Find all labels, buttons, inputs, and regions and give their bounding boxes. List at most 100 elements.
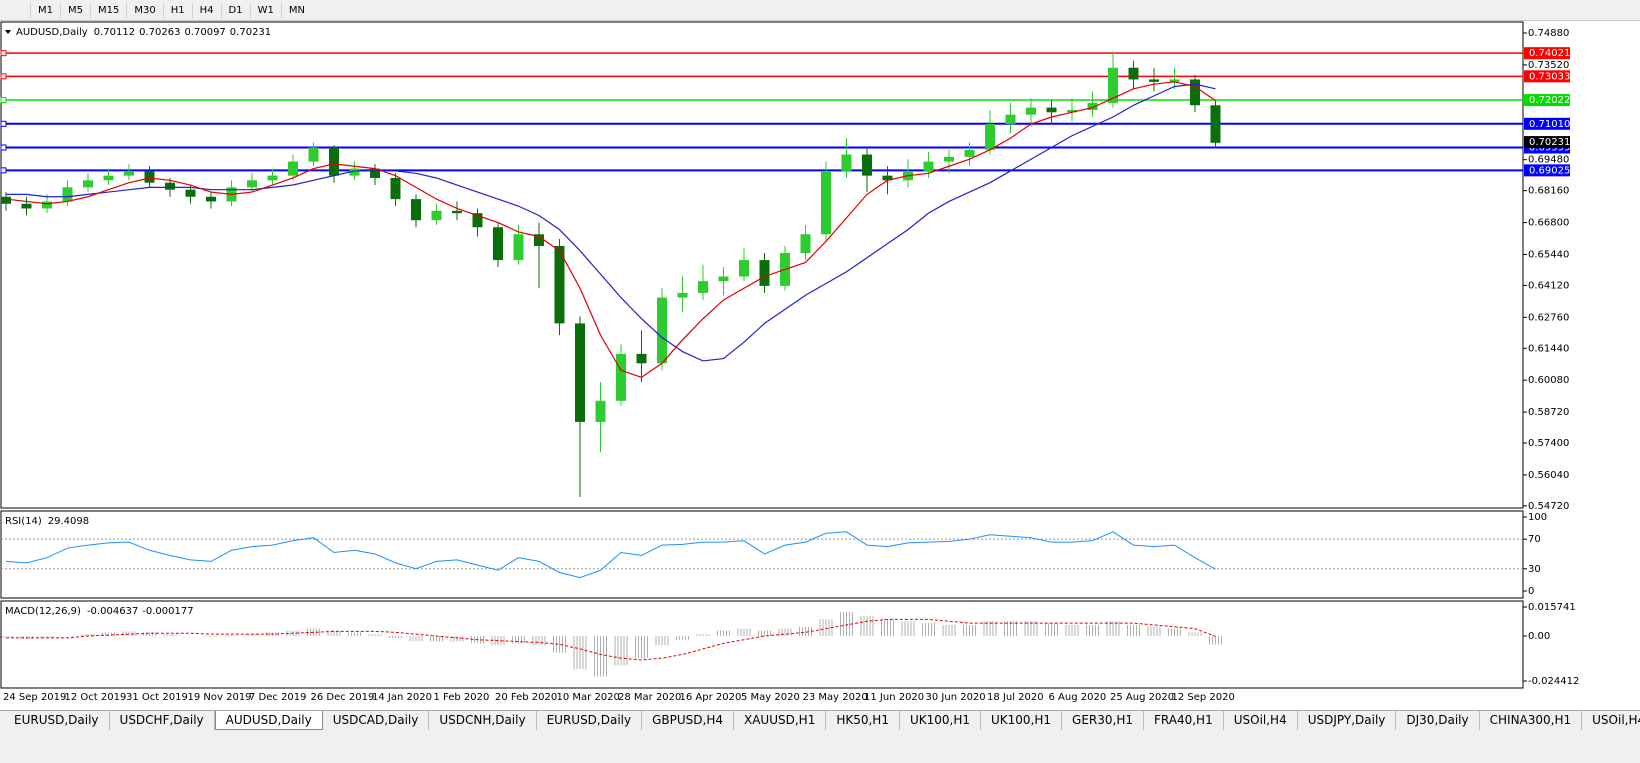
chart-tab[interactable]: EURUSD,Daily — [4, 711, 110, 730]
candle-body — [247, 180, 257, 188]
timeframe-button[interactable]: M1 — [30, 2, 60, 18]
level-label-box — [1524, 47, 1570, 60]
x-tick-label: 12 Oct 2019 — [65, 692, 127, 703]
candle-body — [83, 180, 93, 188]
chart-tab[interactable]: USDCNH,Daily — [429, 711, 537, 730]
candle-body — [288, 161, 298, 176]
y-tick-label: 0.54720 — [1528, 501, 1569, 512]
candle-body — [944, 156, 954, 162]
candle-body — [657, 297, 667, 364]
chart-tab[interactable]: USDCHF,Daily — [110, 711, 215, 730]
timeframe-button[interactable]: H1 — [162, 2, 192, 18]
x-tick-label: 6 Aug 2020 — [1049, 692, 1107, 703]
timeframe-button[interactable]: D1 — [220, 2, 250, 18]
header-arrow — [5, 30, 11, 34]
candle-body — [308, 147, 319, 162]
header-value: 0.70263 — [139, 27, 180, 38]
candle-body — [862, 154, 872, 176]
candle-body — [841, 154, 852, 171]
chart-tab[interactable]: EURUSD,Daily — [537, 711, 643, 730]
header-value: 0.70112 — [94, 27, 135, 38]
chart-tab[interactable]: GBPUSD,H4 — [642, 711, 734, 730]
chart-tab[interactable]: AUDUSD,Daily — [214, 711, 323, 730]
x-tick-label: 28 Mar 2020 — [618, 692, 681, 703]
candle-body — [472, 213, 483, 228]
x-tick-label: 14 Jan 2020 — [372, 692, 432, 703]
rsi-line — [5, 531, 1216, 579]
chart-tab[interactable]: XAUUSD,H1 — [734, 711, 827, 730]
chart-tab[interactable]: FRA40,H1 — [1144, 711, 1224, 730]
x-tick-label: 20 Feb 2020 — [495, 692, 557, 703]
level-anchor — [0, 120, 7, 127]
candle-body — [267, 175, 278, 181]
candle-body — [1087, 102, 1098, 110]
timeframe-button[interactable]: W1 — [249, 2, 281, 18]
chart-tab[interactable]: HK50,H1 — [826, 711, 900, 730]
chart-tab[interactable]: UK100,H1 — [981, 711, 1063, 730]
chart-tab[interactable]: CHINA300,H1 — [1480, 711, 1583, 730]
y-tick-label: 100 — [1528, 512, 1547, 523]
candle-body — [718, 276, 729, 282]
panel-frame — [0, 510, 1524, 599]
chart-tab[interactable]: GER30,H1 — [1062, 711, 1144, 730]
chart-tab[interactable]: USDJPY,Daily — [1298, 711, 1397, 730]
y-tick-label: 0.57400 — [1528, 438, 1569, 449]
candle-body — [616, 353, 626, 401]
chart-tab[interactable]: UK100,H1 — [900, 711, 981, 730]
y-tick-label: 0.61440 — [1528, 343, 1569, 354]
header-value: -0.004637 — [87, 606, 138, 617]
candle-body — [759, 260, 770, 286]
candle-body — [124, 170, 134, 176]
panel-frame — [0, 600, 1524, 689]
y-tick-label: 0.62760 — [1528, 312, 1569, 323]
timeframe-button[interactable]: H4 — [191, 2, 221, 18]
y-tick-label: 70 — [1528, 534, 1541, 545]
candle-body — [985, 124, 995, 150]
y-tick-label: 0.66800 — [1528, 218, 1569, 229]
y-tick-label: 30 — [1528, 564, 1541, 575]
x-tick-label: 12 Sep 2020 — [1172, 692, 1235, 703]
timeframe-button[interactable]: M15 — [90, 2, 126, 18]
candle-body — [1108, 67, 1118, 103]
x-tick-label: 26 Dec 2019 — [311, 692, 375, 703]
timeframe-button[interactable]: M5 — [60, 2, 90, 18]
candle-body — [165, 182, 175, 190]
level-label: 0.71010 — [1529, 119, 1570, 130]
chart-tab[interactable]: USOil,H4 — [1582, 711, 1640, 730]
candle-body — [739, 260, 749, 277]
y-tick-label: 0.60080 — [1528, 375, 1569, 386]
level-label: 0.73033 — [1529, 71, 1570, 82]
level-label: 0.72022 — [1529, 95, 1570, 106]
candle-body — [1026, 107, 1036, 115]
chart-background — [0, 21, 1640, 710]
y-tick-label: 0.58720 — [1528, 407, 1569, 418]
candle-body — [821, 170, 831, 235]
x-tick-label: 5 May 2020 — [741, 692, 800, 703]
y-tick-label: 0.74880 — [1528, 28, 1569, 39]
candle-body — [42, 201, 52, 209]
moving-average — [6, 83, 1216, 362]
candle-body — [1067, 109, 1077, 113]
indicator-title: RSI(14) — [5, 516, 42, 527]
candle-body — [411, 199, 421, 221]
level-label-box — [1524, 70, 1570, 83]
x-tick-label: 16 Apr 2020 — [680, 692, 742, 703]
candle-body — [923, 161, 934, 171]
panel-frame — [0, 21, 1524, 509]
candle-body — [575, 323, 585, 422]
indicator-title: AUDUSD,Daily — [16, 27, 88, 38]
candle-body — [513, 234, 524, 261]
chart-tab[interactable]: USOil,H4 — [1224, 711, 1298, 730]
x-tick-label: 23 May 2020 — [803, 692, 868, 703]
y-tick-label: 0.69480 — [1528, 155, 1569, 166]
header-value: -0.000177 — [142, 606, 193, 617]
level-anchor — [0, 50, 7, 57]
timeframe-button[interactable]: MN — [280, 2, 312, 18]
chart-tab[interactable]: USDCAD,Daily — [323, 711, 430, 730]
level-label-box — [1524, 94, 1570, 107]
chart-tab[interactable]: DJ30,Daily — [1396, 711, 1480, 730]
current-price-label: 0.70231 — [1529, 137, 1570, 148]
x-tick-label: 25 Aug 2020 — [1110, 692, 1174, 703]
y-tick-label: -0.024412 — [1528, 676, 1579, 687]
timeframe-button[interactable]: M30 — [126, 2, 162, 18]
